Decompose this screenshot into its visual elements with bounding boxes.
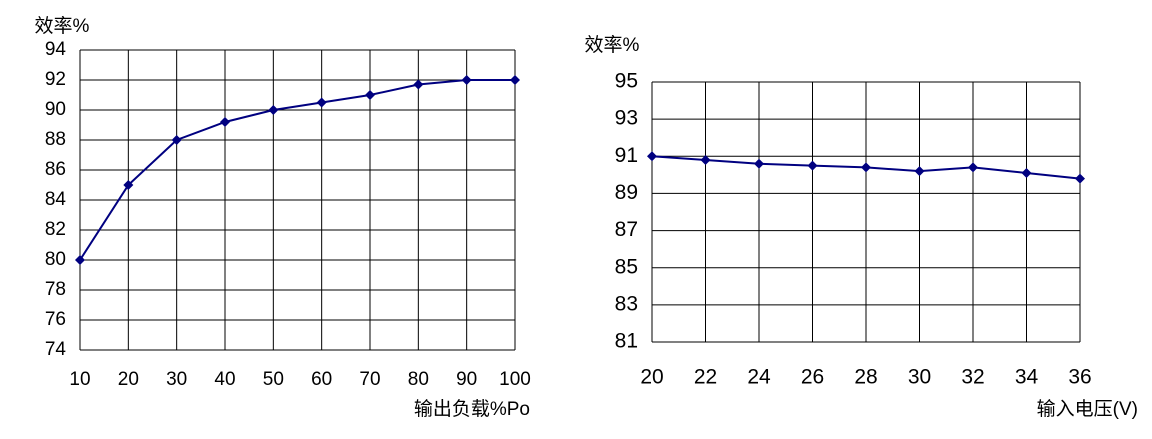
point-marker [220, 117, 230, 127]
x-tick-label: 32 [961, 366, 984, 389]
y-tick-label: 84 [45, 189, 67, 210]
point-marker [268, 105, 279, 115]
point-marker [914, 166, 925, 177]
x-tick-label: 70 [359, 369, 380, 390]
x-axis-title: 输入电压(V) [1037, 398, 1138, 420]
point-marker [1021, 168, 1032, 178]
x-tick-label: 20 [118, 369, 139, 390]
y-tick-label: 76 [45, 309, 66, 330]
y-axis-title: 效率% [35, 15, 90, 37]
y-tick-label: 81 [615, 330, 638, 353]
y-tick-label: 74 [45, 339, 67, 360]
y-tick-label: 87 [615, 218, 638, 241]
series-line [79, 79, 515, 261]
point-marker [968, 162, 978, 173]
y-tick-label: 82 [45, 219, 66, 240]
y-tick-label: 90 [45, 99, 66, 120]
y-tick-label: 92 [45, 69, 66, 90]
x-tick-label: 22 [694, 366, 717, 389]
point-marker [754, 158, 764, 169]
y-tick-label: 93 [615, 107, 638, 130]
point-marker [700, 155, 711, 165]
x-tick-label: 50 [263, 369, 284, 390]
y-tick-label: 89 [615, 181, 638, 204]
point-marker [123, 180, 134, 190]
point-marker [861, 162, 871, 173]
y-tick-label: 88 [45, 129, 66, 150]
y-tick-label: 80 [45, 249, 66, 270]
point-marker [461, 75, 472, 85]
x-tick-label: 36 [1068, 366, 1091, 389]
y-tick-label: 85 [615, 255, 638, 278]
y-tick-label: 94 [45, 39, 67, 60]
x-tick-label: 34 [1015, 366, 1039, 389]
point-marker [316, 97, 327, 108]
y-tick-label: 78 [45, 279, 66, 300]
x-tick-label: 24 [747, 366, 771, 389]
point-marker [647, 151, 657, 162]
x-tick-label: 100 [499, 369, 531, 390]
y-tick-label: 83 [615, 292, 638, 315]
x-tick-label: 28 [854, 366, 877, 389]
point-marker [1075, 173, 1085, 184]
x-tick-label: 20 [640, 366, 663, 389]
x-axis-title: 输出负载%Po [414, 398, 530, 420]
y-axis-title: 效率% [585, 34, 640, 56]
point-marker [365, 90, 375, 100]
x-tick-label: 80 [408, 369, 429, 390]
x-tick-label: 90 [456, 369, 477, 390]
y-tick-label: 91 [615, 144, 638, 167]
point-marker [413, 79, 424, 90]
point-marker [510, 75, 520, 85]
point-marker [171, 135, 182, 145]
x-tick-label: 60 [311, 369, 332, 390]
x-tick-label: 40 [214, 369, 235, 390]
x-tick-label: 30 [166, 369, 187, 390]
x-tick-label: 30 [908, 366, 931, 389]
x-tick-label: 10 [69, 369, 90, 390]
point-marker [807, 160, 818, 171]
y-tick-label: 86 [45, 159, 66, 180]
x-tick-label: 26 [801, 366, 824, 389]
y-tick-label: 95 [615, 70, 638, 93]
point-marker [75, 255, 85, 265]
